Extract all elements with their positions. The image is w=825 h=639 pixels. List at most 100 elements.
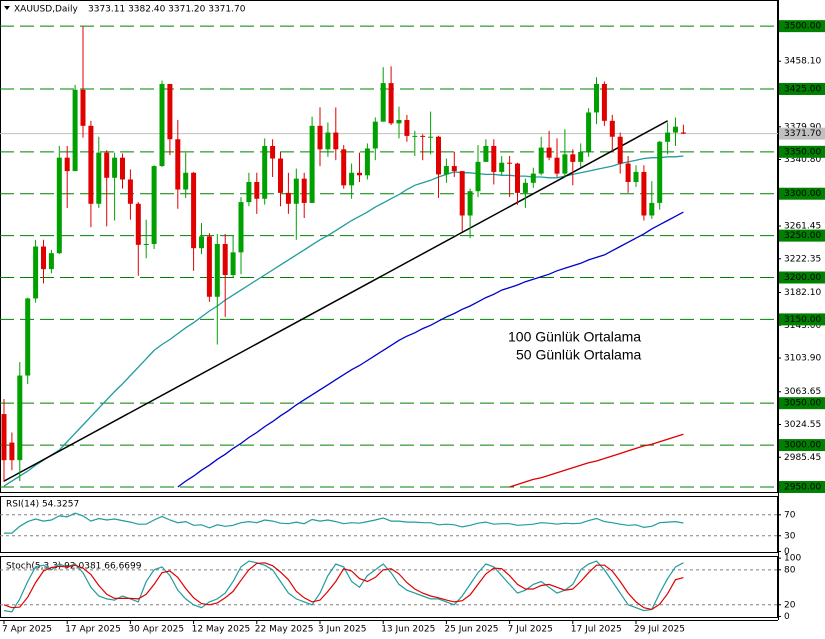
rsi-panel: [0, 496, 778, 553]
candle-body: [167, 83, 173, 140]
candle-body: [285, 192, 291, 204]
candle-body: [412, 135, 418, 137]
candle-body: [475, 161, 481, 192]
candle-body: [206, 236, 212, 297]
moving-average: [177, 211, 684, 488]
candle-body: [9, 442, 15, 461]
candle-body: [601, 83, 607, 121]
candle-body: [546, 147, 552, 158]
candle-body: [507, 162, 513, 164]
candle-body: [151, 166, 157, 244]
candle-body: [594, 83, 599, 113]
main-panel: [0, 0, 778, 493]
y-tick-label: 3063.65: [784, 387, 821, 397]
x-tick-label: 29 Jul 2025: [634, 625, 685, 635]
ma50-label: 50 Günlük Ortalama: [516, 347, 641, 363]
candle-body: [372, 121, 378, 149]
level-label: 3350.00: [784, 147, 821, 157]
x-tick-label: 7 Jul 2025: [508, 625, 553, 635]
y-tick-label: 30: [784, 531, 796, 541]
candle-body: [649, 202, 655, 216]
y-tick-label: 70: [784, 510, 796, 520]
level-box: [779, 82, 825, 95]
candle-body: [380, 83, 386, 122]
level-box: [779, 480, 825, 493]
candle-body: [333, 132, 339, 150]
candle-body: [665, 132, 671, 142]
candle-body: [293, 178, 299, 204]
candle-body: [562, 154, 568, 174]
candle-body: [586, 112, 592, 152]
y-tick-label: 0: [784, 547, 790, 557]
level-box: [779, 20, 825, 33]
candle-body: [80, 89, 86, 126]
candle-body: [120, 157, 125, 180]
y-tick-label: 80: [784, 565, 796, 575]
candle-body: [515, 163, 520, 193]
candle-body: [436, 136, 441, 175]
candle-body: [459, 171, 465, 216]
candle-body: [33, 246, 39, 299]
candle-body: [404, 119, 410, 136]
y-tick-label: 3379.90: [784, 122, 821, 132]
candle-body: [183, 172, 189, 190]
level-label: 2950.00: [784, 482, 821, 492]
candle-body: [443, 166, 449, 175]
candle-body: [159, 83, 165, 167]
ma100-label: 100 Günlük Ortalama: [508, 329, 641, 345]
trendline: [3, 120, 668, 482]
main-plot: [0, 25, 778, 488]
y-tick-label: 3222.35: [784, 254, 821, 264]
candle-body: [96, 152, 102, 204]
x-tick-label: 25 Jun 2025: [444, 625, 498, 635]
candle-body: [673, 126, 678, 133]
y-tick-label: 2985.45: [784, 453, 821, 463]
candle-body: [214, 243, 220, 297]
candle-body: [64, 157, 70, 172]
x-tick-label: 3 Jun 2025: [318, 625, 366, 635]
x-tick-label: 7 Apr 2025: [2, 625, 52, 635]
candle-body: [364, 148, 370, 176]
candle-body: [483, 145, 489, 162]
candle-body: [104, 152, 110, 178]
menu-arrow: [4, 6, 10, 10]
indicator-plot: [0, 560, 778, 613]
candle-body: [199, 236, 204, 249]
x-tick-label: 22 May 2025: [255, 625, 314, 635]
current-price-label: 3371.70: [784, 129, 821, 139]
x-tick-label: 17 Apr 2025: [65, 625, 121, 635]
candle-body: [578, 151, 584, 162]
candle-body: [349, 172, 355, 186]
stoch-title: Stoch(5,3,3) 92.0381 66.6699: [6, 562, 142, 572]
x-tick-label: 17 Jul 2025: [571, 625, 622, 635]
candle-body: [238, 202, 244, 253]
y-tick-label: 3458.10: [784, 57, 821, 67]
level-label: 3500.00: [784, 22, 821, 32]
x-tick-label: 12 May 2025: [192, 625, 251, 635]
candle-body: [262, 145, 268, 199]
candle-body: [341, 149, 347, 186]
candle-body: [530, 173, 536, 183]
candle-body: [522, 182, 528, 193]
moving-average: [3, 155, 684, 487]
candle-body: [428, 136, 434, 138]
candle-body: [72, 89, 78, 172]
level-label: 3300.00: [784, 189, 821, 199]
rsi-title: RSI(14) 54.3257: [6, 500, 79, 510]
candle-body: [17, 375, 23, 461]
y-tick-label: 3340.80: [784, 155, 821, 165]
level-box: [779, 313, 825, 326]
candle-body: [112, 157, 118, 178]
candle-body: [617, 136, 623, 164]
x-tick-label: 13 Jun 2025: [381, 625, 435, 635]
level-box: [779, 397, 825, 410]
candle-body: [309, 125, 315, 203]
y-tick-label: 3182.10: [784, 288, 821, 298]
candle-body: [222, 243, 228, 275]
candle-body: [25, 298, 31, 376]
candle-body: [135, 203, 141, 245]
level-box: [779, 439, 825, 452]
candle-body: [491, 145, 497, 172]
candle-body: [570, 154, 576, 162]
